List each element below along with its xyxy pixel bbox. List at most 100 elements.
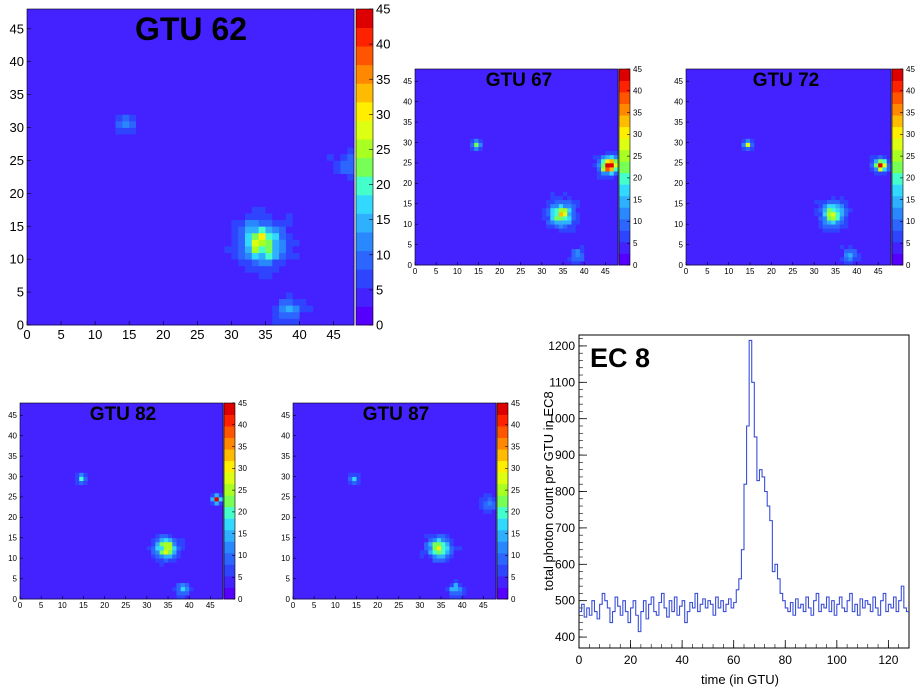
heatmap-cell [844, 252, 849, 258]
heatmap-cell [478, 224, 484, 229]
heatmap-cell [486, 138, 492, 143]
heatmap-cell [495, 89, 500, 94]
heatmap-cell [251, 272, 260, 280]
heatmap-cell [613, 228, 619, 233]
heatmap-cell [444, 252, 450, 258]
heatmap-cell [584, 211, 589, 217]
heatmap-cell [74, 180, 82, 188]
heatmap-cell [122, 167, 130, 174]
heatmap-cell [204, 305, 212, 313]
heatmap-cell [465, 228, 471, 233]
heatmap-cell [613, 224, 619, 229]
heatmap-cell [47, 305, 55, 313]
heatmap-cell [554, 236, 560, 241]
heatmap-cell [592, 260, 598, 266]
heatmap-cell [469, 171, 475, 176]
heatmap-cell [190, 219, 198, 227]
heatmap-cell [81, 134, 89, 142]
heatmap-cell [584, 81, 589, 86]
heatmap-cell [224, 153, 232, 161]
heatmap-cell [453, 183, 458, 188]
heatmap-cell [108, 239, 116, 247]
heatmap-cell [584, 240, 589, 245]
heatmap-cell [444, 97, 450, 103]
heatmap-cell [563, 171, 568, 176]
heatmap-cell [74, 239, 82, 247]
heatmap-cell [431, 195, 437, 201]
heatmap-cell [67, 285, 76, 293]
heatmap-cell [499, 260, 505, 266]
heatmap-cell [61, 147, 69, 155]
heatmap-cell [529, 236, 534, 241]
heatmap-cell [136, 134, 144, 142]
heatmap-cell [47, 48, 55, 56]
heatmap-cell [272, 285, 280, 293]
heatmap-cell [27, 41, 35, 49]
heatmap-cell [516, 167, 522, 172]
heatmap-cell [537, 236, 543, 241]
heatmap-cell [601, 81, 606, 86]
heatmap-cell [601, 183, 606, 188]
heatmap-cell [217, 9, 225, 16]
heatmap-cell [251, 180, 260, 188]
heatmap-cell [40, 35, 48, 43]
heatmap-cell [54, 292, 62, 300]
heatmap-cell [601, 236, 606, 241]
heatmap-cell [448, 162, 454, 168]
heatmap-cell [592, 199, 598, 205]
heatmap-cell [204, 206, 212, 214]
heatmap-cell [588, 150, 594, 156]
heatmap-cell [588, 175, 594, 180]
heatmap-cell [129, 101, 137, 109]
heatmap-cell [508, 158, 513, 164]
heatmap-cell [67, 107, 76, 115]
heatmap-cell [142, 272, 151, 280]
heatmap-cell [61, 81, 69, 89]
heatmap-cell [61, 219, 69, 227]
heatmap-cell [448, 154, 454, 160]
heatmap-cell [81, 167, 89, 174]
heatmap-cell [67, 167, 76, 174]
heatmap-cell [592, 118, 598, 123]
heatmap-cell [771, 256, 777, 262]
heatmap-cell [231, 186, 239, 194]
heatmap-cell [524, 203, 530, 209]
heatmap-cell [156, 88, 164, 95]
heatmap-cell [217, 246, 225, 253]
heatmap-cell [292, 206, 300, 214]
heatmap-cell [285, 219, 294, 227]
heatmap-cell [204, 180, 212, 188]
heatmap-cell [524, 154, 530, 160]
heatmap-cell [609, 220, 615, 225]
heatmap-cell [550, 97, 555, 103]
heatmap-cell [319, 160, 328, 168]
heatmap-cell [529, 203, 534, 209]
heatmap-cell [245, 199, 253, 207]
heatmap-cell [74, 28, 82, 36]
heatmap-cell [74, 55, 82, 63]
heatmap-cell [457, 260, 462, 266]
heatmap-cell [533, 138, 539, 143]
heatmap-cell [592, 220, 598, 225]
heatmap-cell [520, 146, 526, 152]
heatmap-cell [554, 228, 560, 233]
heatmap-cell [779, 260, 785, 266]
heatmap-cell [609, 85, 615, 90]
heatmap-cell [204, 127, 212, 135]
heatmap-cell [204, 318, 212, 326]
heatmap-cell [74, 292, 82, 300]
heatmap-cell [499, 113, 505, 119]
heatmap-cell [27, 292, 35, 300]
heatmap-cell [292, 140, 300, 148]
heatmap-cell [605, 109, 610, 115]
heatmap-cell [299, 15, 307, 23]
heatmap-cell [149, 193, 157, 201]
heatmap-cell [88, 186, 96, 194]
heatmap-cell [448, 244, 454, 250]
heatmap-cell [47, 127, 55, 135]
heatmap-cell [737, 260, 742, 266]
heatmap-cell [292, 298, 300, 306]
heatmap-cell [486, 97, 492, 103]
heatmap-cell [170, 101, 178, 109]
heatmap-cell [537, 118, 543, 123]
